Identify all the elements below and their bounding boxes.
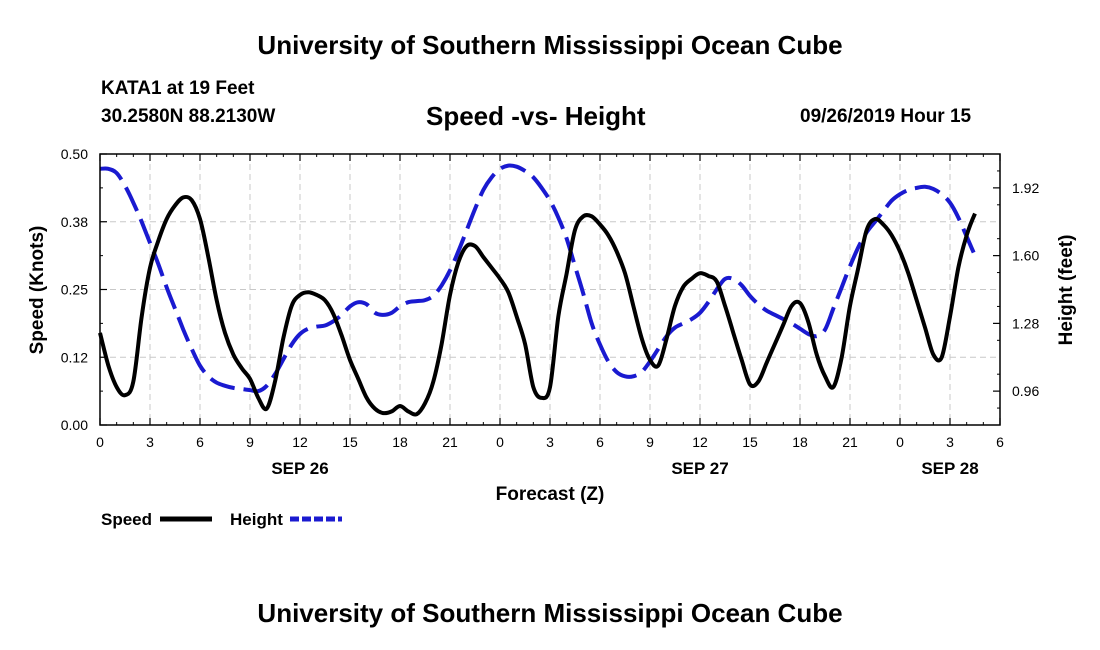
x-tick-label: 0 bbox=[96, 434, 104, 450]
y-axis-label-right: Height (feet) bbox=[1056, 235, 1077, 346]
x-tick-label: 21 bbox=[442, 434, 458, 450]
forecast-timestamp: 09/26/2019 Hour 15 bbox=[800, 106, 972, 127]
x-tick-label: 6 bbox=[196, 434, 204, 450]
x-tick-label: 12 bbox=[292, 434, 308, 450]
series-line-speed bbox=[98, 194, 977, 417]
x-tick-label: 12 bbox=[692, 434, 708, 450]
page-title: University of Southern Mississippi Ocean… bbox=[257, 30, 843, 60]
x-tick-label: 9 bbox=[646, 434, 654, 450]
x-tick-label: 18 bbox=[792, 434, 808, 450]
x-tick-label: 3 bbox=[546, 434, 554, 450]
legend-label-speed: Speed bbox=[101, 510, 152, 529]
y-tick-label-left: 0.38 bbox=[61, 214, 88, 230]
date-label: SEP 26 bbox=[271, 459, 328, 478]
y-tick-label-right: 1.60 bbox=[1012, 248, 1039, 264]
series-line-height bbox=[99, 163, 977, 394]
x-tick-label: 3 bbox=[146, 434, 154, 450]
date-label: SEP 28 bbox=[921, 459, 978, 478]
speed-height-chart: 0 3 6 9 12 15 18 21 0 3 6 9 12 15 18 21 0 3 6 SEP 26 SEP 27 S… bbox=[27, 146, 1077, 529]
x-tick-label: 15 bbox=[342, 434, 358, 450]
x-tick-label: 21 bbox=[842, 434, 858, 450]
x-tick-label: 0 bbox=[496, 434, 504, 450]
x-tick-label: 9 bbox=[246, 434, 254, 450]
y-tick-label-right: 1.28 bbox=[1012, 315, 1039, 331]
legend: Speed Height bbox=[101, 510, 342, 529]
y-tick-label-left: 0.00 bbox=[61, 417, 88, 433]
x-tick-label: 6 bbox=[996, 434, 1004, 450]
y-tick-label-left: 0.25 bbox=[61, 282, 88, 298]
date-label: SEP 27 bbox=[671, 459, 728, 478]
x-axis-label: Forecast (Z) bbox=[496, 484, 605, 505]
footer-title: University of Southern Mississippi Ocean… bbox=[257, 598, 843, 628]
legend-label-height: Height bbox=[230, 510, 283, 529]
station-coordinates: 30.2580N 88.2130W bbox=[101, 106, 276, 127]
x-tick-label: 18 bbox=[392, 434, 408, 450]
axes: 0 3 6 9 12 15 18 21 0 3 6 9 12 15 18 21 0 3 6 SEP 26 SEP 27 S… bbox=[61, 146, 1040, 478]
y-tick-label-left: 0.12 bbox=[61, 349, 88, 365]
x-tick-label: 15 bbox=[742, 434, 758, 450]
x-tick-label: 6 bbox=[596, 434, 604, 450]
x-tick-label: 3 bbox=[946, 434, 954, 450]
station-name: KATA1 at 19 Feet bbox=[101, 78, 255, 99]
x-tick-label: 0 bbox=[896, 434, 904, 450]
y-tick-label-right: 1.92 bbox=[1012, 180, 1039, 196]
y-tick-label-left: 0.50 bbox=[61, 146, 88, 162]
chart-subtitle: Speed -vs- Height bbox=[426, 101, 646, 131]
y-axis-label-left: Speed (Knots) bbox=[27, 226, 48, 355]
y-tick-label-right: 0.96 bbox=[1012, 383, 1039, 399]
series-lines bbox=[98, 163, 977, 417]
